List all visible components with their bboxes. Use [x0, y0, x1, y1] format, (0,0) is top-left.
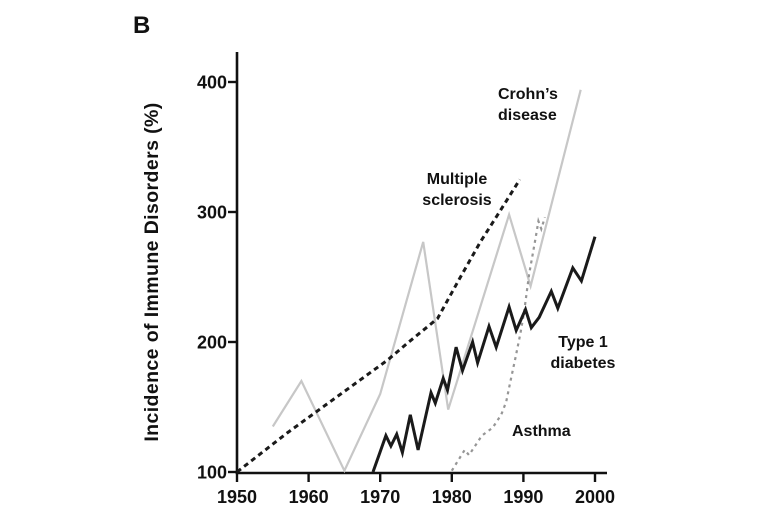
y-tick-label: 200 [197, 333, 227, 353]
series-line-multiple-sclerosis [236, 178, 522, 474]
y-tick-label: 400 [197, 73, 227, 93]
multiple-sclerosis-label: Multiple [427, 171, 488, 188]
x-tick-label: 1990 [503, 487, 543, 507]
panel-label: B [133, 12, 150, 39]
x-tick-label: 1960 [289, 487, 329, 507]
x-tick-label: 2000 [575, 487, 615, 507]
series-line-asthma [450, 216, 546, 472]
type1-diabetes-label: Type 1 [558, 334, 608, 351]
curve-labels: Crohn’s disease Multiple sclerosis Type … [422, 86, 615, 440]
crohns-disease-label: disease [498, 107, 557, 124]
x-tick-label: 1980 [432, 487, 472, 507]
series-layer [236, 89, 597, 474]
x-tick-label: 1950 [217, 487, 257, 507]
multiple-sclerosis-label: sclerosis [422, 192, 491, 209]
x-tick-label: 1970 [360, 487, 400, 507]
series-line-type-1-diabetes [371, 236, 597, 473]
y-axis-title: Incidence of Immune Disorders (%) [141, 102, 163, 441]
crohns-disease-label: Crohn’s [498, 86, 558, 103]
asthma-label: Asthma [512, 423, 571, 440]
y-tick-label: 100 [197, 463, 227, 483]
ticks-layer: 400 300 200 100 1950 1960 1970 1980 1990 2000 [197, 73, 615, 508]
y-tick-label: 300 [197, 203, 227, 223]
type1-diabetes-label: diabetes [551, 355, 616, 372]
